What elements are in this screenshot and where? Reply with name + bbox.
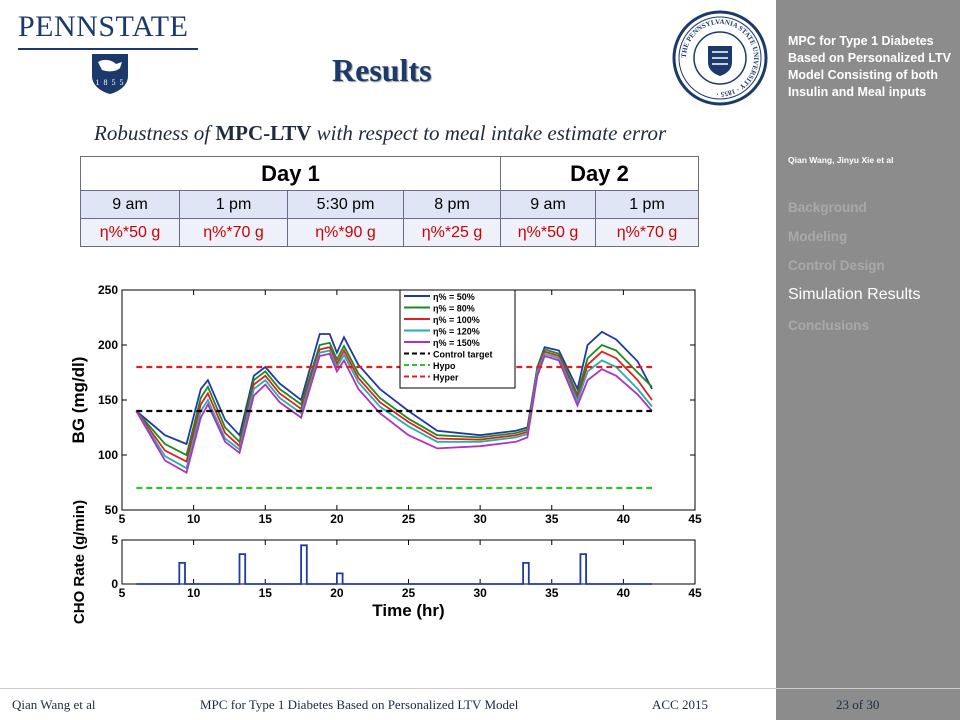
sidebar-item-conclusions[interactable]: Conclusions bbox=[788, 318, 870, 333]
y-tick-label: 5 bbox=[111, 533, 118, 547]
table-cell: 9 am bbox=[500, 190, 596, 219]
table-cell: 5:30 pm bbox=[287, 190, 404, 219]
axes-frame bbox=[121, 539, 696, 585]
x-tick-label: 10 bbox=[187, 512, 201, 526]
series-line bbox=[135, 341, 653, 457]
table-day-cell: Day 1 bbox=[80, 156, 501, 191]
x-tick-label: 5 bbox=[119, 512, 126, 526]
legend-label: η% = 80% bbox=[433, 304, 475, 314]
y-tick-label: 0 bbox=[111, 577, 118, 591]
table-cell: η%*70 g bbox=[595, 218, 699, 247]
legend-label: Hypo bbox=[433, 361, 456, 371]
table-cell: η%*70 g bbox=[179, 218, 288, 247]
footer-sidebar-strip bbox=[776, 689, 960, 720]
table-cell: η%*90 g bbox=[287, 218, 404, 247]
x-tick-label: 15 bbox=[259, 586, 273, 600]
footer-authors: Qian Wang et al bbox=[12, 697, 96, 712]
x-tick-label: 30 bbox=[473, 586, 487, 600]
x-tick-label: 30 bbox=[473, 512, 487, 526]
x-tick-label: 40 bbox=[617, 586, 631, 600]
x-tick-label: 35 bbox=[545, 512, 559, 526]
legend-label: η% = 120% bbox=[433, 327, 480, 337]
x-tick-label: 20 bbox=[330, 512, 344, 526]
x-tick-label: 35 bbox=[545, 586, 559, 600]
footer: Qian Wang et al MPC for Type 1 Diabetes … bbox=[0, 688, 960, 720]
series-line bbox=[135, 349, 653, 470]
x-tick-label: 5 bbox=[119, 586, 126, 600]
y-tick-label: 150 bbox=[98, 393, 118, 407]
table-cell: η%*25 g bbox=[403, 218, 501, 247]
subtitle-method: MPC-LTV bbox=[215, 121, 312, 145]
sidebar: MPC for Type 1 Diabetes Based on Persona… bbox=[776, 0, 960, 688]
footer-page-number: 23 of 30 bbox=[836, 697, 880, 712]
logo-rule bbox=[18, 48, 198, 50]
subtitle-suffix: with respect to meal intake estimate err… bbox=[311, 121, 667, 145]
legend-label: Control target bbox=[433, 350, 493, 360]
series-line bbox=[135, 330, 653, 446]
y-tick-label: 250 bbox=[98, 283, 118, 297]
university-seal-icon: THE PENNSYLVANIA STATE UNIVERSITY · 1855… bbox=[672, 10, 768, 106]
table-cell: η%*50 g bbox=[80, 218, 180, 247]
logo-wordmark: PENNSTATE bbox=[18, 10, 189, 43]
table-amount-row: η%*50 g η%*70 g η%*90 g η%*25 g η%*50 g … bbox=[80, 218, 699, 247]
legend-label: Hyper bbox=[433, 373, 459, 383]
x-tick-label: 45 bbox=[688, 512, 702, 526]
logo-year: 1 8 5 5 bbox=[95, 78, 125, 87]
legend-label: η% = 50% bbox=[433, 292, 475, 302]
shield-icon bbox=[92, 54, 128, 94]
y-tick-label: 50 bbox=[105, 503, 119, 517]
x-tick-label: 10 bbox=[187, 586, 201, 600]
x-tick-label: 45 bbox=[688, 586, 702, 600]
footer-conference: ACC 2015 bbox=[652, 697, 708, 712]
penn-state-logo: PENNSTATE 1 8 5 5 bbox=[14, 6, 204, 94]
table-cell: 1 pm bbox=[179, 190, 288, 219]
slide-title: Results bbox=[332, 52, 432, 88]
x-tick-label: 40 bbox=[617, 512, 631, 526]
sidebar-item-modeling[interactable]: Modeling bbox=[788, 229, 848, 244]
sidebar-title: MPC for Type 1 Diabetes Based on Persona… bbox=[788, 34, 952, 99]
sidebar-authors: Qian Wang, Jinyu Xie et al bbox=[788, 155, 894, 165]
sidebar-item-simulation-results[interactable]: Simulation Results bbox=[788, 286, 921, 303]
x-tick-label: 25 bbox=[402, 512, 416, 526]
x-tick-label: 25 bbox=[402, 586, 416, 600]
table-day-row: Day 1 Day 2 bbox=[80, 156, 699, 191]
sidebar-nav: Background Modeling Control Design Simul… bbox=[788, 198, 921, 345]
table-cell: 9 am bbox=[80, 190, 180, 219]
slide-subtitle: Robustness of MPC-LTV with respect to me… bbox=[94, 121, 666, 146]
table-cell: 8 pm bbox=[403, 190, 501, 219]
table-day-cell: Day 2 bbox=[500, 156, 699, 191]
y-tick-label: 100 bbox=[98, 448, 118, 462]
y-tick-label: 200 bbox=[98, 338, 118, 352]
sidebar-item-control-design[interactable]: Control Design bbox=[788, 258, 885, 273]
legend-box bbox=[399, 289, 516, 389]
sidebar-item-background[interactable]: Background bbox=[788, 200, 867, 215]
series-line bbox=[135, 352, 653, 474]
x-axis-label: Time (hr) bbox=[372, 601, 444, 620]
legend-label: η% = 150% bbox=[433, 338, 480, 348]
table-cell: 1 pm bbox=[595, 190, 699, 219]
y-axis-label: CHO Rate (g/min) bbox=[71, 500, 88, 624]
series-line bbox=[136, 544, 652, 585]
footer-title: MPC for Type 1 Diabetes Based on Persona… bbox=[200, 697, 519, 712]
x-tick-label: 15 bbox=[259, 512, 273, 526]
subtitle-prefix: Robustness of bbox=[94, 121, 216, 145]
x-tick-label: 20 bbox=[330, 586, 344, 600]
table-time-row: 9 am 1 pm 5:30 pm 8 pm 9 am 1 pm bbox=[80, 190, 699, 219]
meal-schedule-table: Day 1 Day 2 9 am 1 pm 5:30 pm 8 pm 9 am … bbox=[80, 156, 699, 247]
legend-label: η% = 100% bbox=[433, 315, 480, 325]
table-cell: η%*50 g bbox=[500, 218, 596, 247]
series-line bbox=[135, 346, 653, 463]
y-axis-label: BG (mg/dl) bbox=[69, 357, 88, 444]
